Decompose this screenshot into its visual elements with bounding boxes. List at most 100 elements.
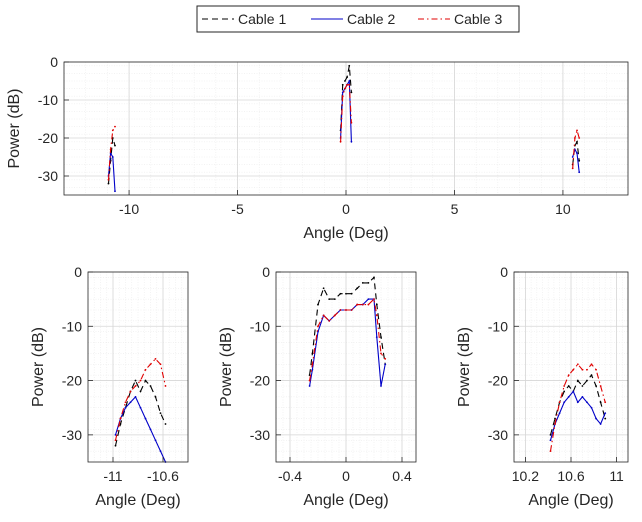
data-point-cable-3	[333, 314, 336, 317]
x-tick-label: 10.6	[557, 468, 584, 484]
data-point-cable-1	[317, 303, 319, 306]
data-point-cable-1	[328, 298, 331, 301]
series-line-cable-3	[107, 126, 116, 180]
data-point-cable-3	[571, 167, 574, 170]
data-point-cable-1	[345, 292, 347, 295]
series-line-cable-1	[107, 137, 116, 184]
data-point-cable-3	[578, 137, 581, 139]
data-point-cable-1	[159, 412, 162, 415]
data-point-cable-3	[350, 309, 353, 311]
data-point-cable-3	[581, 368, 584, 371]
y-tick-label: -10	[62, 318, 82, 334]
data-point-cable-3	[345, 309, 347, 311]
legend-label-cable-1: Cable 1	[238, 11, 286, 27]
data-point-cable-3	[114, 439, 117, 442]
legend-box	[196, 5, 520, 33]
data-point-cable-1	[350, 91, 353, 94]
data-point-cable-1	[350, 292, 353, 295]
y-tick-label: -20	[250, 373, 270, 389]
data-point-cable-1	[154, 395, 157, 398]
x-tick-label: -10.6	[147, 468, 179, 484]
data-point-cable-3	[129, 390, 132, 393]
data-point-cable-3	[573, 137, 576, 139]
y-tick-label: 0	[50, 54, 58, 70]
x-tick-label: 10	[555, 201, 571, 217]
data-point-cable-2	[149, 428, 152, 431]
data-point-cable-1	[586, 379, 588, 382]
data-point-cable-3	[373, 298, 375, 301]
data-point-cable-3	[111, 129, 114, 132]
data-point-cable-2	[578, 171, 581, 174]
x-axis-label: Angle (Deg)	[303, 225, 388, 242]
data-point-cable-1	[576, 379, 579, 382]
y-axis-label: Power (dB)	[456, 327, 473, 407]
data-point-cable-2	[380, 385, 382, 387]
data-point-cable-2	[604, 412, 607, 415]
data-point-cable-1	[114, 144, 116, 147]
y-axis-label: Power (dB)	[218, 327, 235, 407]
data-point-cable-2	[311, 368, 314, 371]
data-point-cable-2	[134, 395, 137, 398]
y-tick-label: -30	[250, 427, 270, 443]
x-tick-label: -10	[119, 201, 139, 217]
data-point-cable-3	[567, 374, 570, 377]
data-point-cable-3	[375, 314, 378, 317]
series-line-cable-3	[114, 358, 167, 441]
data-point-cable-1	[356, 287, 359, 290]
chart-2: -11 -10.6 0 -10 -20 -30 Angle (Deg) Power (dB)	[30, 264, 189, 509]
data-point-cable-2	[581, 395, 584, 398]
data-point-cable-2	[576, 152, 578, 155]
data-point-cable-3	[159, 363, 162, 366]
data-point-cable-3	[595, 368, 597, 371]
data-point-cable-1	[554, 417, 556, 420]
x-tick-label: -11	[103, 468, 122, 484]
y-tick-label: -20	[38, 130, 58, 146]
chart-1: -10 -5 0 5 10 0 -10 -20 -30 Angle (Deg) Power (dB)	[6, 54, 629, 242]
x-axis-label: Angle (Deg)	[303, 492, 388, 509]
y-tick-label: 0	[262, 264, 270, 280]
data-point-cable-2	[549, 439, 552, 442]
x-axis-label: Angle (Deg)	[95, 492, 180, 509]
legend: Cable 1 Cable 2 Cable 3	[196, 5, 520, 33]
data-point-cable-3	[144, 368, 147, 371]
data-point-cable-2	[563, 401, 566, 404]
data-point-cable-3	[586, 368, 588, 371]
data-point-cable-2	[567, 395, 570, 398]
series-line-cable-2	[549, 390, 606, 441]
data-point-cable-1	[604, 417, 607, 420]
data-point-cable-2	[571, 156, 574, 158]
data-point-cable-3	[563, 385, 566, 387]
axes-box	[87, 271, 189, 463]
data-point-cable-1	[144, 379, 147, 382]
data-point-cable-2	[159, 450, 162, 453]
data-point-cable-3	[124, 401, 127, 404]
data-point-cable-3	[119, 417, 122, 420]
x-tick-label: -5	[231, 201, 244, 217]
data-point-cable-3	[107, 178, 110, 181]
series-line-cable-3	[340, 84, 352, 142]
data-point-cable-3	[572, 368, 575, 371]
data-point-cable-2	[375, 336, 378, 339]
data-point-cable-2	[350, 140, 353, 143]
data-point-cable-3	[322, 314, 325, 317]
data-point-cable-3	[576, 363, 579, 366]
data-point-cable-2	[114, 190, 116, 193]
data-point-cable-2	[124, 406, 127, 409]
y-tick-label: 0	[74, 264, 82, 280]
data-point-cable-1	[134, 379, 137, 382]
data-point-cable-3	[311, 363, 314, 366]
data-point-cable-3	[590, 363, 593, 366]
data-point-cable-2	[154, 439, 157, 442]
data-point-cable-3	[599, 385, 602, 387]
data-point-cable-3	[348, 83, 351, 86]
data-point-cable-3	[339, 140, 342, 143]
data-point-cable-1	[107, 182, 110, 185]
data-point-cable-3	[558, 401, 561, 404]
data-point-cable-2	[384, 363, 387, 366]
data-point-cable-3	[554, 423, 556, 425]
data-point-cable-3	[134, 385, 137, 387]
data-point-cable-3	[114, 125, 116, 128]
data-point-cable-1	[344, 80, 346, 82]
series-line-cable-3	[572, 128, 580, 169]
